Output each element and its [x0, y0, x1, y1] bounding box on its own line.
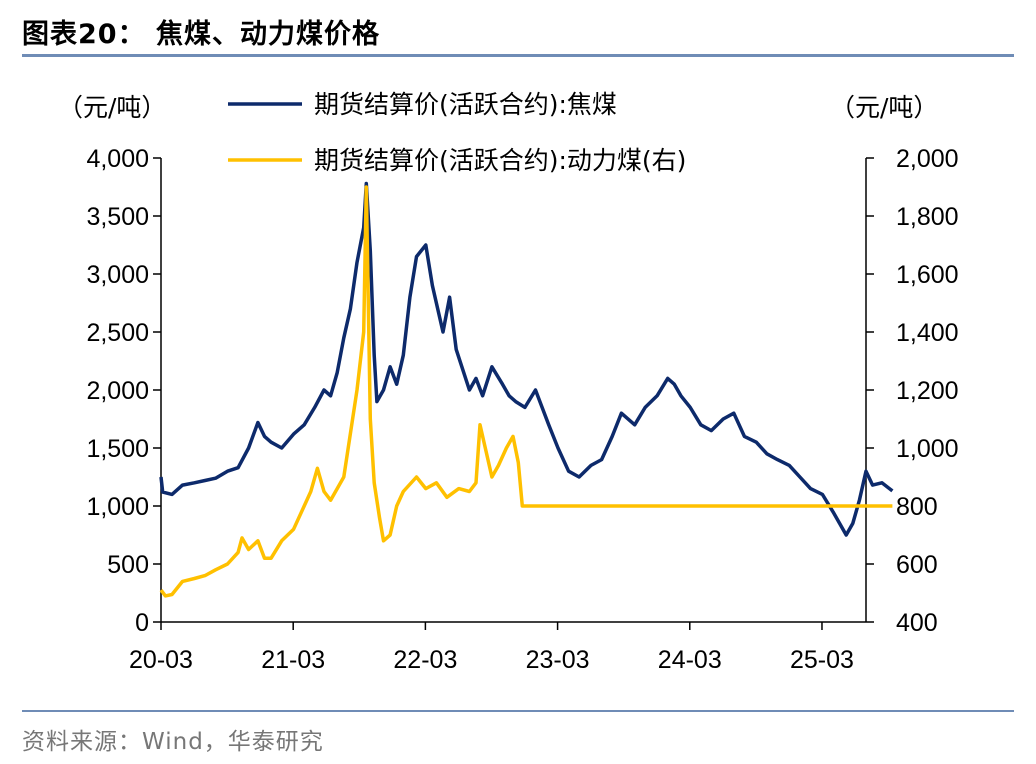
right-y-tick-label: 1,200 — [896, 377, 959, 405]
left-y-tick-label: 1,500 — [86, 435, 149, 463]
x-tick-label: 22-03 — [393, 646, 457, 674]
figure-title: 图表20： 焦煤、动力煤价格 — [22, 19, 380, 50]
x-tick-label: 20-03 — [129, 646, 193, 674]
left-axis-unit: （元/吨） — [58, 93, 167, 122]
x-tick-label: 21-03 — [261, 646, 325, 674]
right-y-tick-label: 600 — [896, 551, 938, 579]
thermal-coal-line — [159, 185, 893, 598]
left-y-tick-label: 2,500 — [86, 319, 149, 347]
axes-layer: 0 500 1,000 1,500 2,000 2,500 3,000 3,500 4,000 4… — [86, 145, 958, 674]
left-y-tick-label: 500 — [107, 551, 149, 579]
left-y-tick-label: 3,500 — [86, 203, 149, 231]
left-y-tick-label: 3,000 — [86, 261, 149, 289]
right-y-tick-label: 1,400 — [896, 319, 959, 347]
right-y-tick-label: 800 — [896, 493, 938, 521]
x-tick-label: 23-03 — [526, 646, 590, 674]
right-y-tick-label: 2,000 — [896, 145, 959, 173]
x-tick-label: 25-03 — [790, 646, 854, 674]
right-axis-unit: （元/吨） — [830, 93, 939, 122]
coking-coal-line — [159, 181, 894, 537]
left-y-tick-label: 0 — [135, 609, 149, 637]
x-tick-label: 24-03 — [658, 646, 722, 674]
source-note: 资料来源：Wind，华泰研究 — [22, 729, 324, 755]
left-y-tick-label: 1,000 — [86, 493, 149, 521]
left-y-tick-label: 4,000 — [86, 145, 149, 173]
legend-label-coking: 期货结算价(活跃合约):焦煤 — [314, 90, 617, 119]
series-layer — [159, 181, 894, 598]
legend-label-thermal: 期货结算价(活跃合约):动力煤(右) — [314, 146, 686, 175]
title-rule — [22, 54, 1014, 57]
price-chart: 0 500 1,000 1,500 2,000 2,500 3,000 3,500 4,000 4… — [86, 90, 958, 674]
left-y-tick-label: 2,000 — [86, 377, 149, 405]
right-y-tick-label: 400 — [896, 609, 938, 637]
right-y-tick-label: 1,600 — [896, 261, 959, 289]
footer-rule — [22, 710, 1014, 712]
right-y-tick-label: 1,000 — [896, 435, 959, 463]
right-y-tick-label: 1,800 — [896, 203, 959, 231]
